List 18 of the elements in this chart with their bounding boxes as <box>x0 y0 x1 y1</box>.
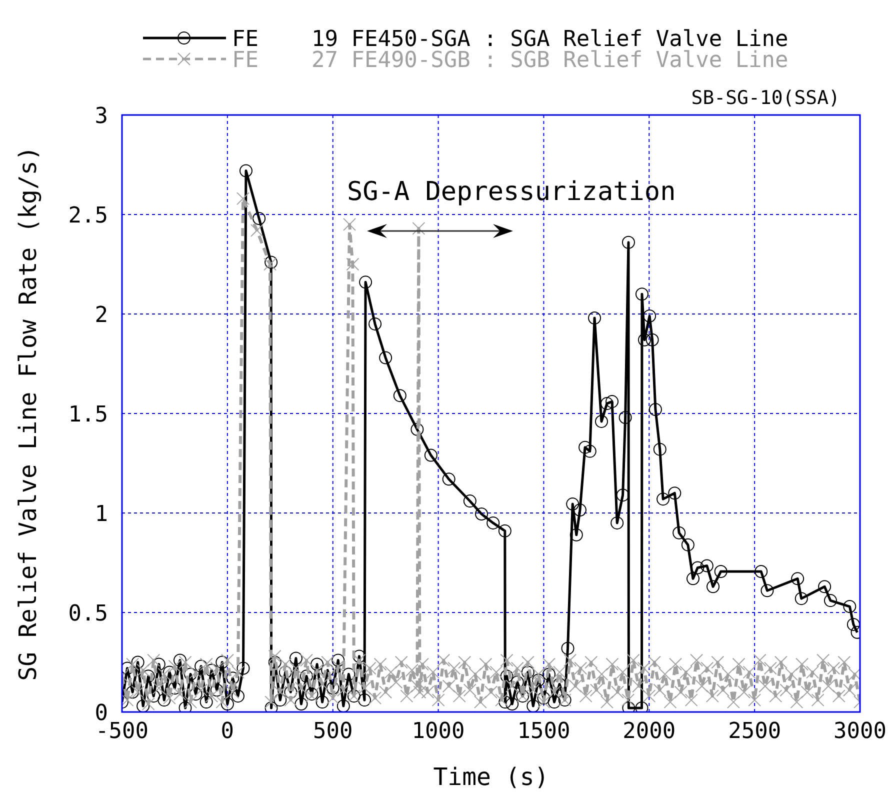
chart-subtitle: SB-SG-10(SSA) <box>691 87 840 109</box>
x-tick-label: 1000 <box>412 719 465 744</box>
y-tick-label: 2.5 <box>68 204 108 228</box>
x-tick-label: 2000 <box>622 719 676 744</box>
y-axis-title: SG Relief Valve Line Flow Rate (kg/s) <box>14 146 42 681</box>
annotation: SG-A Depressurization <box>347 177 676 207</box>
y-tick-label: 2 <box>94 303 108 328</box>
y-tick-label: 0.5 <box>68 602 108 626</box>
y-tick-label: 1.5 <box>68 402 108 428</box>
x-axis-title: Time (s) <box>433 763 549 791</box>
x-tick-label: 1500 <box>517 719 570 744</box>
y-tick-label: 1 <box>94 502 108 527</box>
x-tick-label: 3000 <box>834 719 886 744</box>
x-tick-label: 0 <box>220 719 234 744</box>
y-tick-label: 3 <box>94 104 108 129</box>
x-tick-label: 2500 <box>728 719 782 744</box>
legend-label: FE 27 FE490-SGB : SGB Relief Valve Line <box>232 48 788 73</box>
x-tick-label: 500 <box>312 719 353 744</box>
